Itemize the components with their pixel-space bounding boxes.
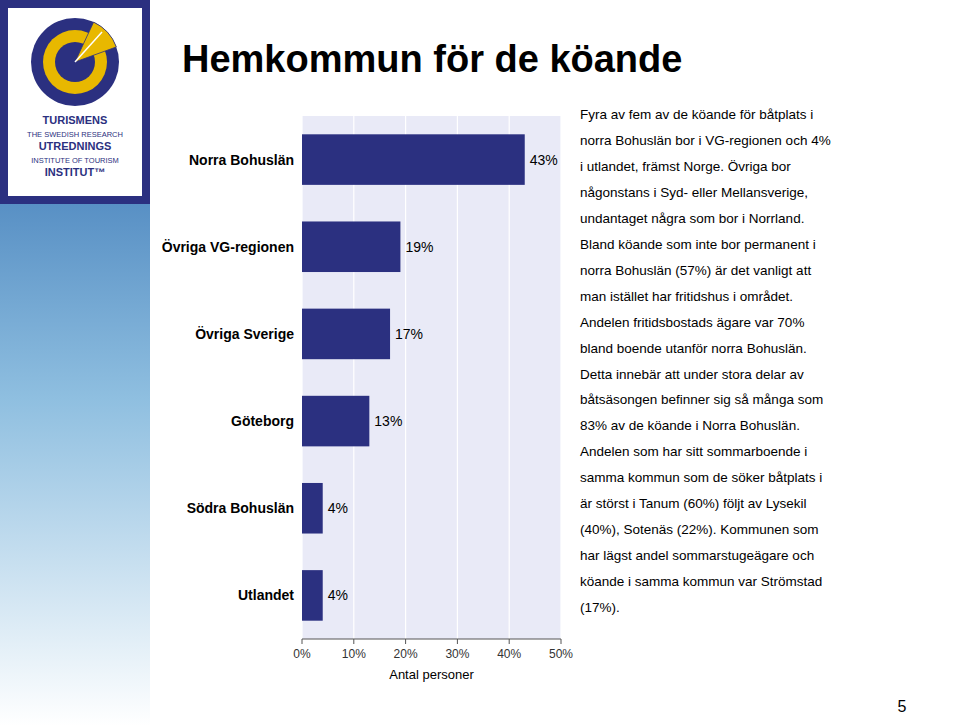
body-text: man istället har fritidshus i området. — [580, 289, 793, 304]
data-label: 17% — [395, 326, 423, 342]
logo-background — [0, 0, 150, 204]
category-label: Övriga VG-regionen — [162, 239, 294, 255]
tick-label: 40% — [497, 647, 521, 661]
body-text: är störst i Tanum (60%) följt av Lysekil — [580, 496, 807, 511]
grid-line — [353, 116, 354, 639]
grid-line — [301, 116, 302, 639]
tick-label: 30% — [445, 647, 469, 661]
logo-text: INSTITUT™ — [45, 166, 106, 178]
logo-needle — [75, 32, 102, 62]
tick-mark — [509, 639, 510, 644]
body-text: någonstans i Syd- eller Mellansverige, — [580, 185, 808, 200]
grid-line — [560, 116, 561, 639]
body-text: (17%). — [580, 600, 620, 615]
bar — [302, 483, 323, 534]
category-label: Utlandet — [238, 587, 294, 603]
page: TURISMENS THE SWEDISH RESEARCHUTREDNINGS I… — [0, 0, 960, 726]
data-label: 43% — [530, 152, 558, 168]
logo-text: TURISMENS — [43, 114, 108, 126]
tick-label: 10% — [342, 647, 366, 661]
body-text: 83% av de köande i Norra Bohuslän. — [580, 418, 800, 433]
body-text: båtsäsongen befinner sig så många som — [580, 392, 823, 407]
x-axis-line — [302, 639, 561, 640]
category-label: Södra Bohuslän — [187, 500, 294, 516]
tick-mark — [457, 639, 458, 644]
tick-mark — [405, 639, 406, 644]
bar — [302, 396, 369, 447]
plot-background — [302, 116, 561, 639]
tick-mark — [302, 639, 303, 644]
data-label: 4% — [328, 500, 348, 516]
bar — [302, 570, 323, 621]
page-number: 5 — [898, 698, 907, 715]
bars — [302, 134, 525, 620]
body-text: Andelen som har sitt sommarboende i — [580, 444, 807, 459]
body-text: (40%), Sotenäs (22%). Kommunen som — [580, 522, 819, 537]
tick-mark — [561, 639, 562, 644]
logo-text: THE SWEDISH RESEARCH — [27, 130, 123, 139]
body-text: undantaget några som bor i Norrland. — [580, 211, 804, 226]
bar — [302, 134, 525, 185]
x-axis-label: Antal personer — [389, 667, 474, 682]
grid-line — [405, 116, 406, 639]
chart: TURISMENS THE SWEDISH RESEARCHUTREDNINGS I… — [0, 0, 960, 726]
logo-ring — [31, 18, 119, 106]
data-label: 13% — [374, 413, 402, 429]
tick-label: 50% — [549, 647, 573, 661]
body-text: norra Bohuslän bor i VG-regionen och 4% — [580, 133, 831, 148]
bar — [302, 309, 390, 360]
body-text: samma kommun som de söker båtplats i — [580, 470, 822, 485]
body-text: Bland köande som inte bor permanent i — [580, 237, 816, 252]
category-label: Övriga Sverige — [195, 326, 294, 342]
logo-wedge — [75, 22, 116, 62]
data-label: 4% — [328, 587, 348, 603]
body-text: har lägst andel sommarstugeägare och — [580, 548, 814, 563]
bar — [302, 221, 400, 272]
logo-text: INSTITUTE OF TOURISM — [31, 156, 119, 165]
body-text: Detta innebär att under stora delar av — [580, 367, 804, 382]
logo-box — [8, 8, 142, 196]
category-label: Göteborg — [231, 413, 294, 429]
body-text: Andelen fritidsbostads ägare var 70% — [580, 315, 804, 330]
grid-line — [457, 116, 458, 639]
body-text: Fyra av fem av de köande för båtplats i — [580, 107, 813, 122]
logo-text: UTREDNINGS — [39, 140, 112, 152]
tick-label: 20% — [394, 647, 418, 661]
body-text: köande i samma kommun var Strömstad — [580, 574, 822, 589]
tick-mark — [353, 639, 354, 644]
body-text: bland boende utanför norra Bohuslän. — [580, 341, 807, 356]
title: Hemkommun för de köande — [182, 38, 682, 80]
body-text: norra Bohuslän (57%) är det vanligt att — [580, 263, 811, 278]
body-text: i utlandet, främst Norge. Övriga bor — [580, 159, 791, 174]
grid-line — [509, 116, 510, 639]
category-label: Norra Bohuslän — [189, 152, 294, 168]
sidebar — [0, 0, 150, 726]
data-label: 19% — [405, 239, 433, 255]
tick-label: 0% — [293, 647, 311, 661]
